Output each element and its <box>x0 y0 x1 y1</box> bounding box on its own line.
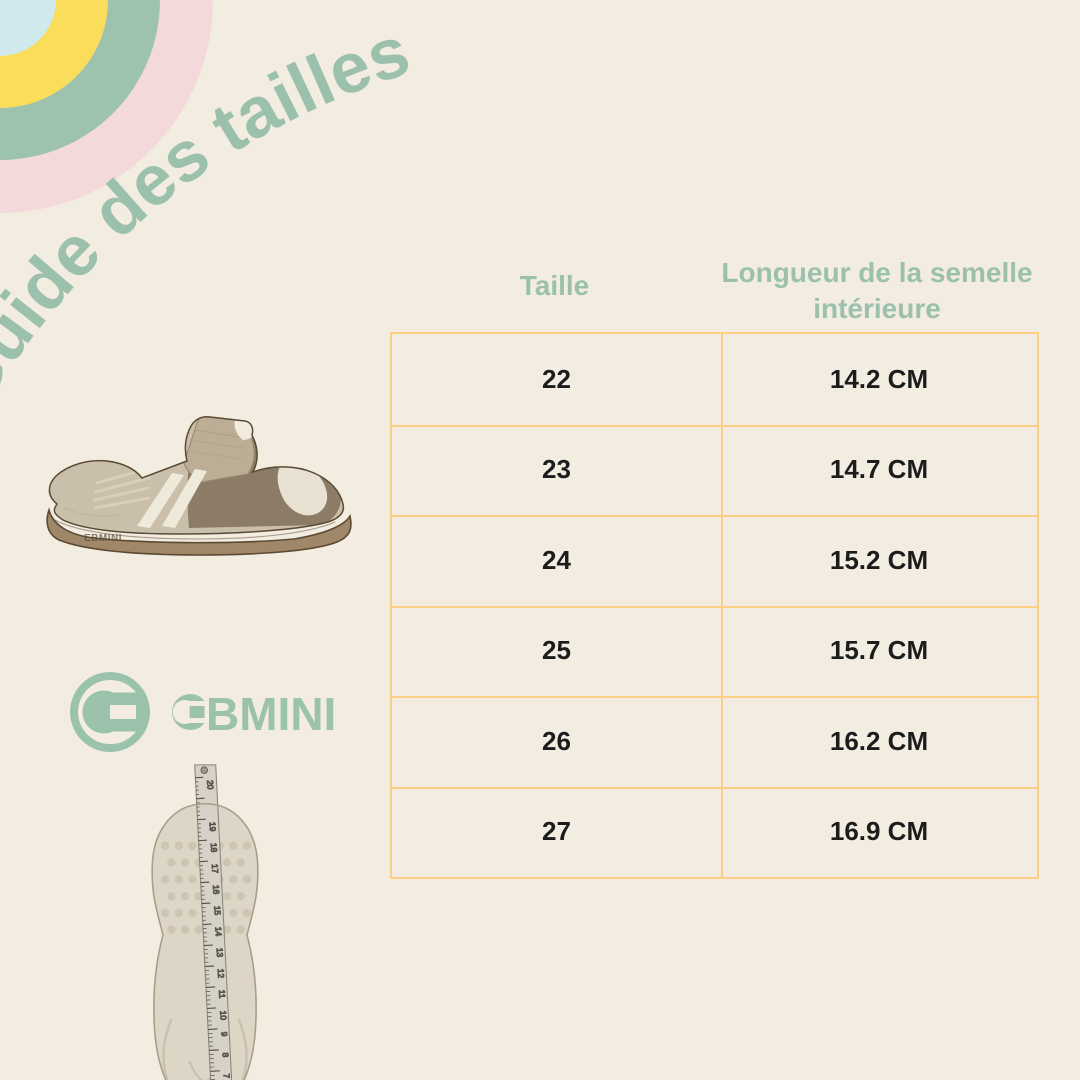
svg-text:BMINI: BMINI <box>206 688 336 740</box>
svg-text:12: 12 <box>216 968 227 978</box>
svg-text:18: 18 <box>209 843 220 853</box>
svg-text:13: 13 <box>215 948 226 958</box>
svg-text:16: 16 <box>211 885 222 895</box>
svg-text:10: 10 <box>218 1010 229 1020</box>
svg-text:Guide des tailles: Guide des tailles <box>0 11 419 422</box>
svg-text:17: 17 <box>210 864 221 874</box>
svg-text:11: 11 <box>217 989 227 999</box>
svg-text:9: 9 <box>219 1031 229 1037</box>
svg-text:8: 8 <box>220 1052 230 1058</box>
svg-text:19: 19 <box>208 822 219 832</box>
svg-text:15: 15 <box>212 906 223 916</box>
svg-text:7: 7 <box>222 1073 232 1079</box>
svg-text:20: 20 <box>205 780 216 790</box>
svg-text:14: 14 <box>213 927 224 937</box>
svg-text:EBMINI: EBMINI <box>84 533 122 544</box>
